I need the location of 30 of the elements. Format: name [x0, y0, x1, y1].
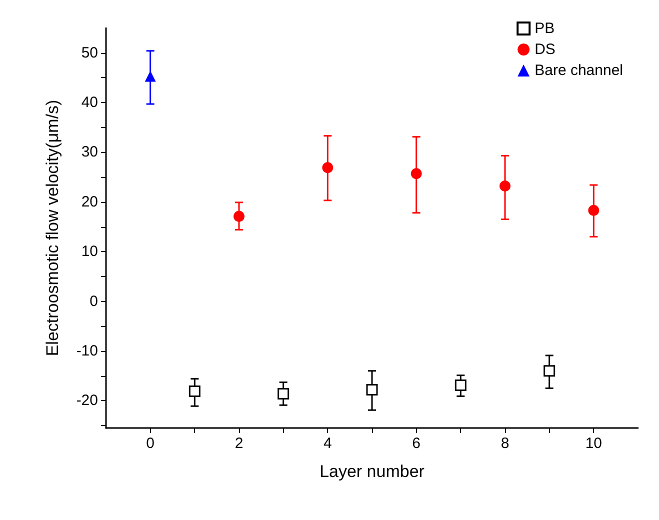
y-tick-label: 50	[81, 44, 98, 62]
y-axis-title: Electroosmotic flow velocity(μm/s)	[43, 100, 62, 356]
point	[588, 204, 600, 216]
point	[322, 162, 334, 174]
point	[144, 70, 156, 82]
legend-label: PB	[534, 20, 555, 37]
x-tick-label: 0	[146, 435, 155, 452]
point	[278, 388, 290, 400]
point	[234, 210, 244, 222]
x-tick-label: 2	[234, 435, 244, 452]
point	[188, 385, 200, 397]
y-tick-label: 10	[81, 243, 98, 260]
x-tick-label: 8	[500, 435, 510, 452]
y-tick-label: 20	[81, 193, 98, 210]
point	[454, 380, 466, 392]
y-tick-label: -20	[76, 392, 98, 410]
y-tick-label: 30	[81, 144, 98, 161]
point	[500, 180, 510, 192]
y-tick-label: -10	[76, 342, 98, 360]
x-tick-label: 6	[412, 435, 421, 452]
point	[410, 168, 422, 180]
y-tick-label: 0	[90, 292, 98, 310]
x-axis-title: Layer number	[320, 462, 425, 481]
y-tick-label: 40	[81, 94, 98, 112]
x-tick-label: 4	[323, 435, 332, 452]
point	[366, 384, 378, 396]
x-tick-label: 10	[585, 435, 602, 452]
legend-label: Bare channel	[534, 62, 624, 79]
legend-label: DS	[534, 41, 556, 58]
point	[544, 365, 556, 377]
